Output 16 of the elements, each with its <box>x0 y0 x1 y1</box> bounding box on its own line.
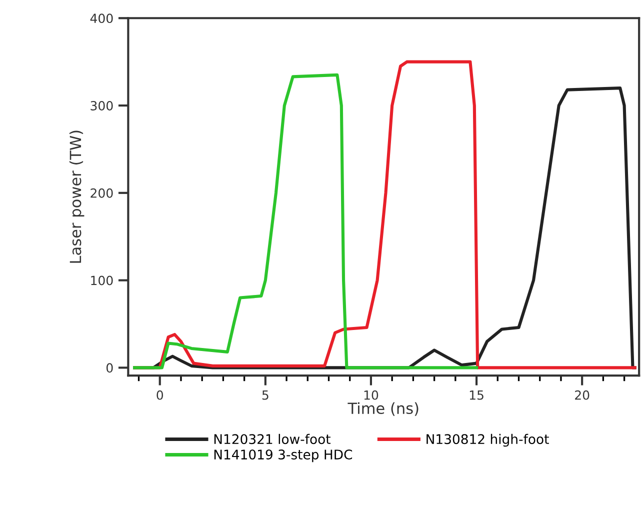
x-axis-title: Time (ns) <box>348 402 418 416</box>
y-tick-label: 300 <box>90 100 113 110</box>
y-tick-label: 200 <box>90 188 113 198</box>
y-tick-label: 0 <box>106 363 113 373</box>
legend-label: N141019 3-step HDC <box>214 450 352 462</box>
legend-label: N120321 low-foot <box>214 434 330 444</box>
y-tick-label: 100 <box>91 276 113 286</box>
x-tick-label: 15 <box>470 390 484 400</box>
x-tick-label: 20 <box>575 390 590 400</box>
line-series <box>133 73 478 370</box>
x-tick-label: 5 <box>262 390 268 400</box>
legend-label: N130812 high-foot <box>426 434 549 447</box>
x-tick-label: 0 <box>156 390 164 400</box>
y-axis-title: Laser power (TW) <box>69 130 84 263</box>
x-tick-label: 10 <box>364 390 378 400</box>
y-tick-label: 400 <box>90 14 113 24</box>
